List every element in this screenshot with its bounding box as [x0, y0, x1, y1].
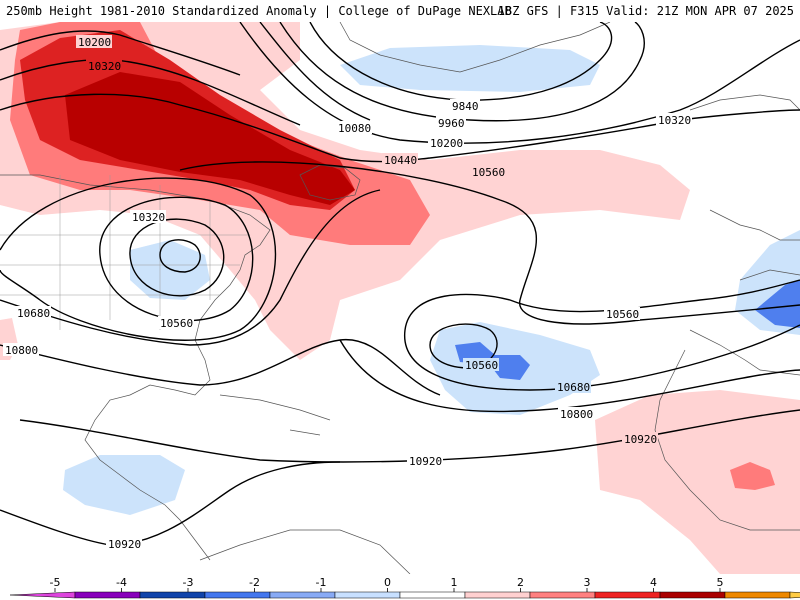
anomaly-map: 10200 10320 10080 9840 9960 10200 10320 …: [0, 22, 800, 574]
caribbean-islands: [220, 395, 330, 435]
negative-anomaly-central-america-region: [63, 455, 185, 515]
colorbar-tick-label: 5: [717, 576, 724, 589]
contour-label: 9840: [452, 100, 479, 113]
contour-10800-west: [0, 340, 440, 395]
contour-label: 10680: [557, 381, 590, 394]
south-america-coast: [200, 530, 410, 574]
header-product-title: 250mb Height 1981-2010 Standardized Anom…: [6, 4, 512, 18]
colorbar-tick-label: 4: [650, 576, 657, 589]
colorbar-tick-label: 1: [451, 576, 458, 589]
contour-label: 10920: [108, 538, 141, 551]
colorbar-segment: [660, 592, 725, 598]
colorbar-tick-label: -5: [50, 576, 61, 589]
contour-label: 10200: [430, 137, 463, 150]
anomaly-shading: [0, 22, 800, 574]
colorbar-segment: [465, 592, 530, 598]
contour-label: 10800: [560, 408, 593, 421]
colorbar-tick-label: 3: [584, 576, 591, 589]
colorbar-tick-label: -2: [249, 576, 260, 589]
contour-label: 9960: [438, 117, 465, 130]
colorbar-tick-label: 2: [517, 576, 524, 589]
contour-label: 10200: [78, 36, 111, 49]
header-model-valid-time: 18Z GFS | F315 Valid: 21Z MON APR 07 202…: [498, 4, 794, 18]
colorbar-segment: [335, 592, 400, 598]
colorbar-tick-label: 0: [384, 576, 391, 589]
contour-10320-east: [430, 110, 800, 158]
contour-label: 10680: [17, 307, 50, 320]
colorbar-tick-label: -1: [316, 576, 327, 589]
colorbar-segment: [75, 592, 140, 598]
colorbar-tick-label: -3: [183, 576, 194, 589]
colorbar-segment: [205, 592, 270, 598]
contour-label: 10920: [409, 455, 442, 468]
colorbar-segment: [725, 592, 790, 598]
colorbar-segment: [790, 592, 800, 598]
contour-label: 10320: [658, 114, 691, 127]
contour-label: 10920: [624, 433, 657, 446]
map-header: 250mb Height 1981-2010 Standardized Anom…: [0, 0, 800, 22]
contour-label: 10800: [5, 344, 38, 357]
contour-label: 10320: [88, 60, 121, 73]
colorbar-segment: [270, 592, 335, 598]
colorbar-tick-label: -4: [116, 576, 127, 589]
colorbar-segment: [400, 592, 465, 598]
anomaly-colorbar: -5 -4 -3 -2 -1 0 1 2 3 4 5: [0, 574, 800, 600]
contour-label: 10560: [472, 166, 505, 179]
contour-label: 10560: [160, 317, 193, 330]
colorbar-segment: [530, 592, 595, 598]
contour-label: 10560: [465, 359, 498, 372]
colorbar-segment: [595, 592, 660, 598]
colorbar-segment: [140, 592, 205, 598]
contour-label: 10080: [338, 122, 371, 135]
colorbar-segment: [10, 592, 75, 598]
contour-label: 10320: [132, 211, 165, 224]
contour-label: 10560: [606, 308, 639, 321]
contour-label: 10440: [384, 154, 417, 167]
